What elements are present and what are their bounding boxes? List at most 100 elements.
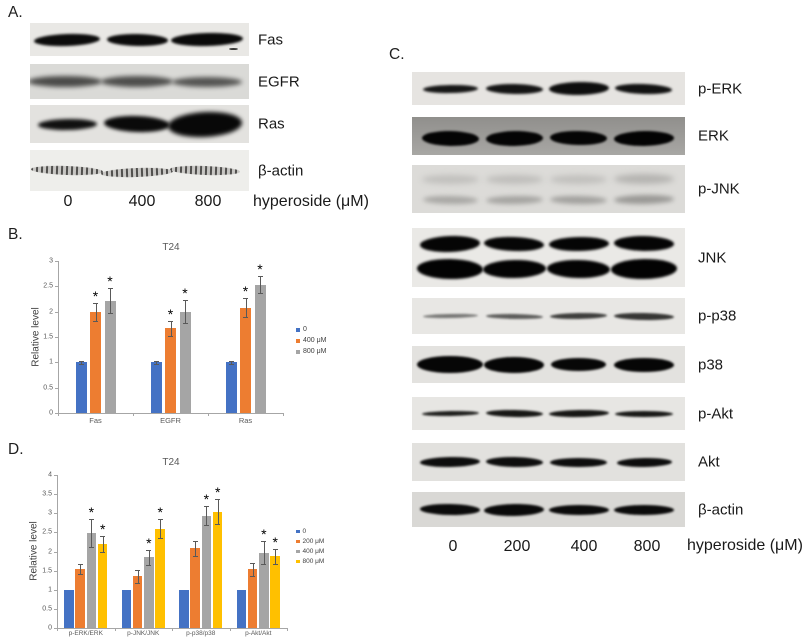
significance-marker: * bbox=[257, 261, 263, 278]
error-bar-cap bbox=[153, 363, 159, 365]
bar bbox=[121, 589, 132, 628]
blot-band bbox=[30, 76, 103, 87]
legend-marker bbox=[296, 559, 300, 564]
blot-band bbox=[422, 84, 478, 93]
blot-band bbox=[419, 234, 481, 253]
significance-marker: * bbox=[157, 503, 163, 520]
significance-marker: * bbox=[214, 484, 221, 501]
blot-band bbox=[485, 313, 544, 319]
error-bar-cap bbox=[243, 316, 248, 318]
blot-band bbox=[104, 114, 171, 134]
blot-row bbox=[412, 72, 685, 105]
blot-band bbox=[548, 409, 609, 418]
blot-band bbox=[421, 410, 479, 417]
blot-band bbox=[170, 164, 241, 177]
category-label: p-ERK/ERK bbox=[68, 630, 103, 637]
protein-label: Fas bbox=[258, 31, 284, 48]
error-bar bbox=[170, 320, 172, 336]
protein-label: JNK bbox=[698, 249, 727, 266]
chart-b-y-axis-title: Relative level bbox=[30, 307, 42, 367]
category-label: p-Akt/Akt bbox=[245, 630, 272, 637]
protein-label: p-JNK bbox=[698, 180, 740, 198]
category-label: p-p38/p38 bbox=[186, 630, 216, 637]
bar bbox=[179, 589, 189, 628]
y-tick-label: 0 bbox=[48, 624, 52, 632]
legend-label: 0 bbox=[303, 326, 307, 333]
blot-band bbox=[34, 32, 101, 47]
blot-row bbox=[30, 150, 249, 191]
legend-marker bbox=[296, 549, 300, 554]
significance-marker: * bbox=[92, 287, 99, 304]
blot-band bbox=[484, 502, 545, 517]
y-tick-label: 2.5 bbox=[43, 282, 53, 290]
blot-band bbox=[106, 32, 169, 47]
blot-band bbox=[30, 164, 104, 177]
error-bar bbox=[137, 569, 139, 583]
legend-label: 400 μM bbox=[303, 337, 327, 344]
x-tick-mark bbox=[172, 628, 173, 631]
bar bbox=[225, 362, 237, 413]
legend-label: 0 bbox=[302, 528, 307, 535]
y-tick-mark bbox=[54, 532, 57, 534]
y-tick-mark bbox=[54, 551, 57, 553]
blot-band bbox=[482, 259, 546, 279]
chart-d-y-axis-title: Relative level bbox=[28, 521, 40, 581]
x-tick-mark bbox=[58, 413, 59, 416]
y-axis-line bbox=[57, 475, 58, 629]
blot-band bbox=[422, 195, 478, 205]
blot-band bbox=[616, 457, 672, 467]
error-bar-cap bbox=[146, 564, 152, 566]
lane-label: 200 bbox=[503, 538, 531, 555]
panel-a-label: A. bbox=[8, 4, 23, 21]
error-bar-cap bbox=[192, 540, 198, 542]
blot-band bbox=[549, 174, 608, 184]
error-bar-cap bbox=[93, 320, 98, 322]
blot-band bbox=[421, 130, 480, 147]
panel-d-label: D. bbox=[8, 441, 24, 458]
error-bar-cap bbox=[257, 293, 263, 295]
category-label: Ras bbox=[238, 416, 253, 425]
y-tick-label: 0.5 bbox=[43, 384, 53, 392]
error-bar bbox=[160, 518, 162, 539]
chart-b-title: T24 bbox=[162, 242, 180, 253]
blot-band bbox=[229, 47, 239, 50]
y-tick-label: 2.5 bbox=[42, 528, 52, 536]
blot-band bbox=[101, 76, 174, 87]
protein-label: ERK bbox=[698, 127, 729, 145]
error-bar-cap bbox=[88, 519, 94, 521]
x-tick-mark bbox=[283, 413, 284, 416]
bar bbox=[247, 569, 258, 628]
error-bar-cap bbox=[228, 360, 234, 362]
bar bbox=[75, 568, 85, 628]
blot-band bbox=[615, 410, 673, 417]
bar bbox=[165, 328, 176, 413]
blot-row bbox=[412, 397, 685, 430]
blot-band bbox=[485, 456, 544, 468]
blot-band bbox=[611, 258, 677, 280]
blot-row bbox=[412, 298, 685, 334]
protein-label: Akt bbox=[698, 453, 720, 471]
category-label: EGFR bbox=[160, 416, 181, 425]
blot-row bbox=[412, 117, 685, 155]
error-bar-cap bbox=[157, 538, 163, 540]
y-tick-mark bbox=[54, 570, 57, 572]
blot-band bbox=[167, 109, 244, 139]
error-bar bbox=[156, 360, 157, 364]
protein-label: β-actin bbox=[698, 501, 744, 518]
significance-marker: * bbox=[107, 272, 113, 289]
chart-d-title: T24 bbox=[162, 457, 180, 468]
y-tick-label: 3 bbox=[48, 509, 52, 517]
category-label: Fas bbox=[89, 416, 102, 425]
legend-row: 800 μM bbox=[296, 558, 324, 565]
error-bar-cap bbox=[157, 518, 163, 520]
y-tick-label: 3.5 bbox=[42, 490, 52, 498]
protein-label: p-p38 bbox=[698, 307, 737, 325]
hyperoside-axis-label-a: hyperoside (μM) bbox=[253, 193, 369, 210]
legend-row: 400 μM bbox=[296, 337, 327, 344]
error-bar bbox=[252, 562, 254, 576]
lane-label: 800 bbox=[194, 193, 222, 210]
category-label: p-JNK/JNK bbox=[127, 630, 160, 637]
blot-band bbox=[37, 117, 97, 131]
error-bar-cap bbox=[192, 556, 198, 558]
blot-band bbox=[484, 235, 545, 252]
